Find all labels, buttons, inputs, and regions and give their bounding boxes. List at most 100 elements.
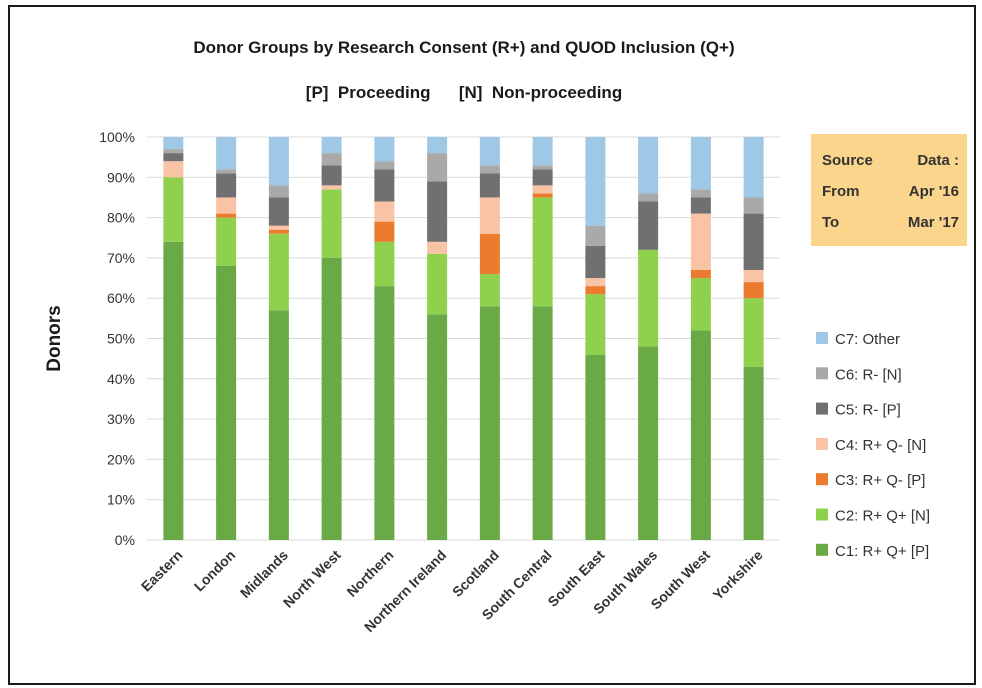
bar-segment [216,217,237,266]
legend-swatch [816,543,828,556]
bar-segment [427,314,448,540]
bar-segment [585,225,606,246]
bar-segment [638,346,659,540]
legend-swatch [816,437,828,450]
bar-segment [374,201,395,222]
bar-segment [374,137,395,162]
annotation-label: Source [822,152,873,169]
bar-segment [374,221,395,242]
y-tick-label: 100% [99,129,135,145]
y-tick-label: 90% [107,169,135,185]
bar-segment [321,189,342,258]
y-tick-label: 30% [107,411,135,427]
bar-segment [216,137,237,170]
legend-label: C6: R- [N] [835,366,902,383]
chart-subtitle: [P] Proceeding [N] Non-proceeding [306,83,622,102]
x-tick-label: London [191,547,239,595]
annotation-value: Data : [917,152,959,169]
bar-segment [216,169,237,174]
bar-segment [690,278,711,331]
legend-label: C2: R+ Q+ [N] [835,508,930,525]
bar-segment [585,286,606,295]
x-tick-label: North West [280,547,344,611]
x-tick-label: Northern [343,547,396,600]
bar-segment [374,286,395,540]
bars [163,137,764,540]
legend-swatch [816,402,828,415]
bar-segment [638,249,659,347]
bar-segment [690,197,711,214]
bar-segment [163,177,184,242]
bar-segment [638,137,659,194]
bar-segment [216,197,237,214]
bar-segment [321,165,342,186]
bar-segment [268,310,289,540]
bar-segment [479,233,500,275]
bar-segment [427,181,448,242]
y-axis-label: Donors [44,305,65,372]
annotation-value: Mar '17 [908,214,959,231]
bar-segment [532,185,553,194]
bar-segment [427,241,448,254]
legend-label: C1: R+ Q+ [P] [835,543,929,560]
annotation-label: From [822,183,860,200]
y-tick-label: 40% [107,371,135,387]
x-tick-label: Yorkshire [709,547,765,603]
bar-segment [479,306,500,540]
bar-segment [268,229,289,234]
bar-segment [374,241,395,287]
bar-segment [479,137,500,166]
bar-segment [638,201,659,250]
bar-segment [268,225,289,230]
bar-segment [321,257,342,540]
x-tick-label: Eastern [138,547,186,595]
bar-segment [743,366,764,540]
bar-segment [268,137,289,186]
legend-label: C4: R+ Q- [N] [835,437,926,454]
chart-title: Donor Groups by Research Consent (R+) an… [193,38,734,57]
bar-segment [743,282,764,299]
bar-segment [638,193,659,202]
bar-segment [532,193,553,198]
y-tick-label: 10% [107,492,135,508]
bar-segment [268,233,289,311]
bar-segment [427,153,448,182]
bar-segment [216,213,237,218]
y-tick-labels: 0% 10% 20% 30% 40% 50% 60% 70% 80% 90% 100% [99,129,135,548]
bar-segment [690,137,711,190]
bar-segment [585,245,606,279]
annotation-value: Apr '16 [909,183,959,200]
bar-segment [743,269,764,283]
y-tick-label: 70% [107,250,135,266]
bar-segment [163,137,184,150]
bar-segment [743,213,764,270]
bar-segment [585,137,606,226]
bar-segment [479,165,500,174]
bar-segment [690,269,711,279]
bar-segment [374,161,395,170]
legend-swatch [816,332,828,344]
bar-segment [532,169,553,186]
y-tick-label: 80% [107,210,135,226]
bar-segment [163,241,184,540]
bar-segment [216,265,237,540]
legend-label: C7: Other [835,331,900,348]
bar-segment [532,137,553,166]
legend-label: C5: R- [P] [835,402,901,419]
bar-segment [690,213,711,270]
y-tick-label: 60% [107,290,135,306]
bar-segment [585,294,606,355]
chart: Donor Groups by Research Consent (R+) an… [44,38,967,635]
y-tick-label: 50% [107,331,135,347]
bar-segment [690,330,711,540]
bar-segment [268,197,289,226]
bar-segment [321,153,342,166]
bar-segment [532,197,553,307]
annotation-box [811,134,967,246]
bar-segment [743,298,764,367]
legend-label: C3: R+ Q- [P] [835,472,925,489]
legend-swatch [816,508,828,521]
bar-segment [479,274,500,307]
x-tick-label: Scotland [449,547,502,600]
bar-segment [585,354,606,540]
